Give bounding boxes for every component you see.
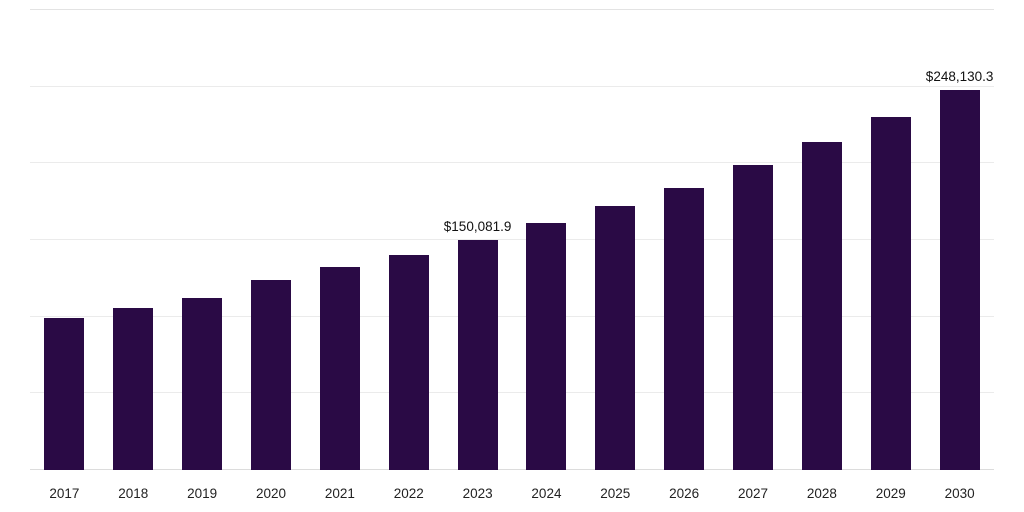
bar-2024 (526, 223, 567, 470)
bar-column (856, 10, 925, 470)
x-axis-line (30, 469, 994, 470)
x-tick-2024: 2024 (531, 486, 562, 501)
bar-column: $248,130.3 (925, 10, 994, 470)
gridline (30, 392, 994, 394)
gridline (30, 162, 994, 164)
x-tick-2023: 2023 (462, 486, 493, 501)
bar-series: $150,081.9 $248,130.3 (30, 10, 994, 470)
bar-column (99, 10, 168, 470)
x-axis: 2017 2018 2019 2020 2021 2022 2023 2024 2025 2026… (30, 484, 994, 504)
bar-2018 (113, 307, 154, 470)
x-tick-2030: 2030 (944, 486, 975, 501)
bar-2027 (733, 165, 774, 470)
bar-2029 (870, 116, 911, 470)
bar-2028 (801, 142, 842, 470)
gridline (30, 315, 994, 317)
bar-column (30, 10, 99, 470)
data-label-2023: $150,081.9 (443, 218, 512, 234)
x-tick-2020: 2020 (255, 486, 287, 501)
bar-column (650, 10, 719, 470)
x-tick-2022: 2022 (393, 486, 424, 501)
bar-column (581, 10, 650, 470)
bar-columns: $150,081.9 $248,130.3 (30, 10, 994, 470)
x-tick-2025: 2025 (600, 486, 631, 501)
bar-column (305, 10, 374, 470)
gridline (30, 9, 994, 10)
bar-column (168, 10, 237, 470)
x-tick-2019: 2019 (187, 486, 218, 501)
gridline (30, 239, 994, 240)
plot-area: $150,081.9 $248,130.3 (30, 9, 994, 470)
bar-column (237, 10, 306, 470)
x-tick-2029: 2029 (875, 486, 906, 501)
x-tick-2028: 2028 (806, 486, 837, 501)
x-tick-2017: 2017 (49, 486, 80, 501)
bar-2022 (388, 254, 429, 470)
x-tick-2021: 2021 (324, 486, 355, 501)
bar-2019 (182, 297, 223, 470)
bar-2020 (251, 280, 291, 470)
bar-column (374, 10, 443, 470)
bar-2021 (319, 267, 360, 470)
bar-column (719, 10, 788, 470)
bar-2026 (664, 187, 705, 470)
bar-2023 (457, 239, 498, 470)
bar-column: $150,081.9 (443, 10, 512, 470)
x-tick-2026: 2026 (669, 486, 700, 501)
bar-2025 (595, 206, 636, 470)
bar-column (787, 10, 856, 470)
gridline (30, 85, 994, 87)
bar-2017 (44, 317, 85, 470)
x-tick-2018: 2018 (118, 486, 149, 501)
data-label-2030: $248,130.3 (925, 68, 994, 84)
bar-column (512, 10, 581, 470)
x-tick-2027: 2027 (738, 486, 769, 501)
bar-2030 (939, 89, 980, 470)
